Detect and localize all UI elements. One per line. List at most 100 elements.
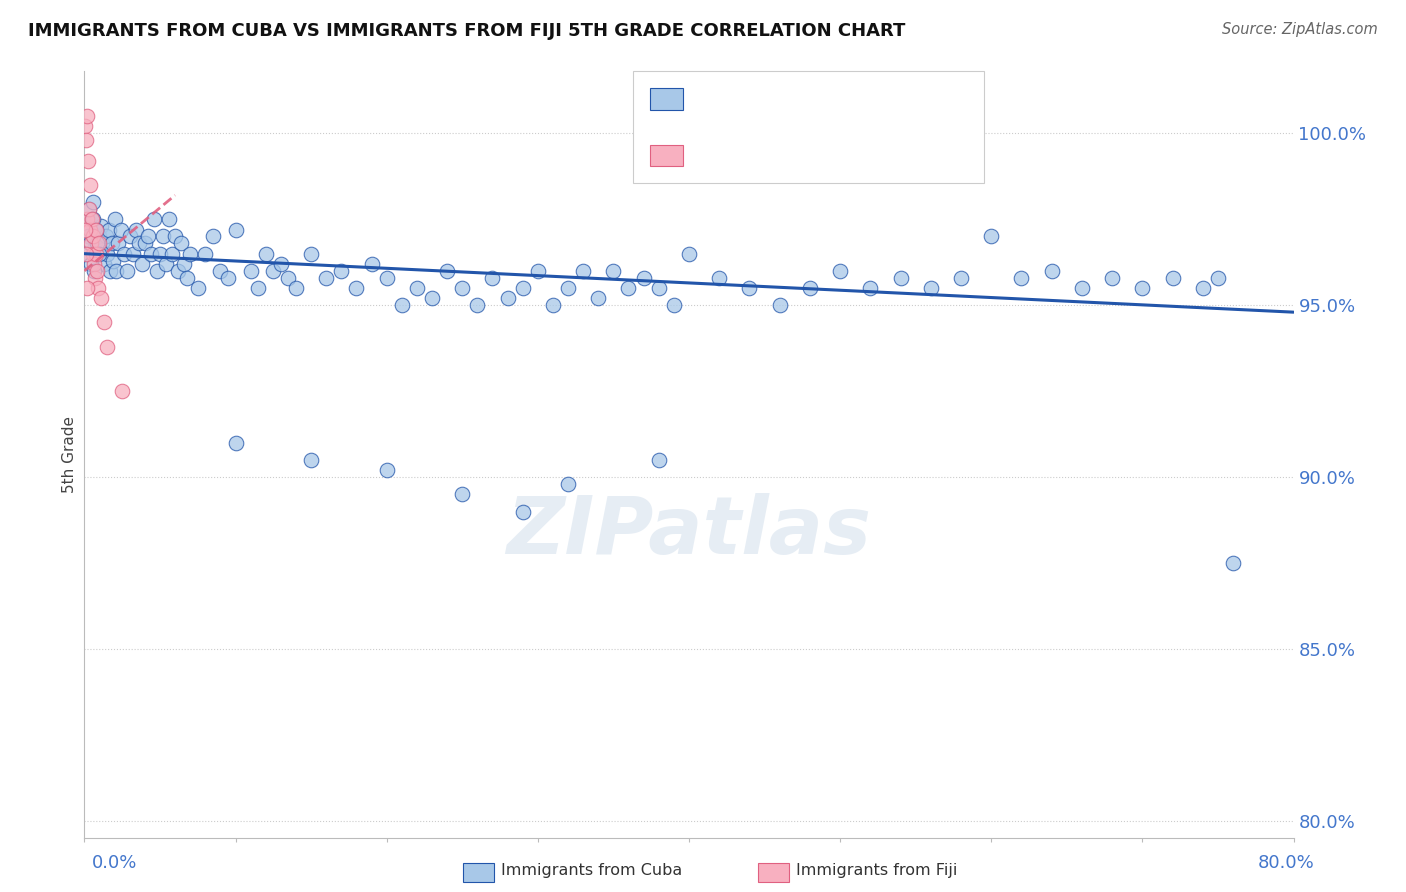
Point: [217, 270, 239, 285]
Text: Immigrants from Fiji: Immigrants from Fiji: [796, 863, 957, 878]
Point: [100, 236, 122, 251]
Point: [170, 236, 193, 251]
Point: [225, 436, 247, 450]
Point: [87, 281, 110, 295]
Point: [93, 316, 115, 330]
Point: [155, 257, 177, 271]
Point: [76, 222, 98, 236]
Point: [467, 298, 489, 312]
Point: [101, 253, 124, 268]
Point: [375, 463, 398, 477]
Point: [77, 229, 100, 244]
Point: [115, 264, 138, 278]
Point: [481, 270, 503, 285]
Point: [391, 298, 413, 312]
Point: [128, 236, 150, 251]
Text: IMMIGRANTS FROM CUBA VS IMMIGRANTS FROM FIJI 5TH GRADE CORRELATION CHART: IMMIGRANTS FROM CUBA VS IMMIGRANTS FROM …: [28, 22, 905, 40]
Point: [262, 264, 284, 278]
Point: [82, 195, 104, 210]
Point: [86, 222, 108, 236]
Point: [146, 264, 169, 278]
Point: [346, 281, 368, 295]
Point: [1161, 270, 1184, 285]
Point: [375, 270, 398, 285]
Point: [76, 281, 98, 295]
Point: [107, 236, 129, 251]
Point: [239, 264, 262, 278]
Point: [738, 281, 761, 295]
Point: [451, 281, 474, 295]
Point: [80, 212, 103, 227]
Point: [86, 222, 108, 236]
Point: [617, 281, 640, 295]
Point: [678, 246, 700, 260]
Point: [633, 270, 655, 285]
Point: [84, 246, 107, 260]
Y-axis label: 5th Grade: 5th Grade: [62, 417, 77, 493]
Point: [176, 270, 198, 285]
Point: [527, 264, 550, 278]
Point: [149, 246, 172, 260]
Point: [299, 246, 322, 260]
Point: [98, 264, 121, 278]
Point: [254, 246, 277, 260]
Point: [80, 257, 103, 271]
Point: [94, 229, 117, 244]
Point: [830, 264, 852, 278]
Point: [512, 505, 534, 519]
Point: [541, 298, 564, 312]
Point: [79, 236, 101, 251]
Point: [76, 246, 98, 260]
Point: [75, 222, 97, 236]
Point: [179, 246, 201, 260]
Point: [890, 270, 912, 285]
Point: [165, 229, 187, 244]
Point: [105, 264, 128, 278]
Point: [173, 257, 195, 271]
Point: [83, 264, 105, 278]
Point: [277, 270, 299, 285]
Point: [1040, 264, 1063, 278]
Point: [87, 246, 110, 260]
Point: [859, 281, 882, 295]
Point: [588, 292, 610, 306]
Point: [79, 222, 101, 236]
Text: R =  0.268   N =  26: R = 0.268 N = 26: [693, 146, 875, 164]
Point: [89, 236, 111, 251]
Point: [709, 270, 731, 285]
Point: [112, 246, 135, 260]
Point: [662, 298, 685, 312]
Point: [1222, 556, 1244, 570]
Point: [77, 202, 100, 216]
Point: [90, 292, 112, 306]
Point: [799, 281, 821, 295]
Point: [84, 270, 107, 285]
Point: [209, 264, 232, 278]
Point: [125, 222, 148, 236]
Text: Immigrants from Cuba: Immigrants from Cuba: [501, 863, 682, 878]
Point: [80, 212, 103, 227]
Point: [139, 246, 162, 260]
Point: [167, 264, 190, 278]
Point: [104, 212, 127, 227]
Point: [420, 292, 443, 306]
Point: [97, 222, 120, 236]
Point: [1011, 270, 1033, 285]
Point: [82, 212, 104, 227]
Point: [406, 281, 429, 295]
Point: [950, 270, 973, 285]
Point: [84, 222, 107, 236]
Point: [76, 109, 98, 123]
Point: [110, 222, 132, 236]
Point: [121, 246, 143, 260]
Text: R = -0.164   N = 125: R = -0.164 N = 125: [693, 90, 882, 108]
Point: [225, 222, 247, 236]
Point: [557, 477, 579, 491]
Point: [980, 229, 1002, 244]
Point: [512, 281, 534, 295]
Point: [75, 120, 97, 134]
Point: [111, 384, 134, 399]
Point: [436, 264, 458, 278]
Point: [1132, 281, 1154, 295]
Text: ZIPatlas: ZIPatlas: [506, 492, 872, 571]
